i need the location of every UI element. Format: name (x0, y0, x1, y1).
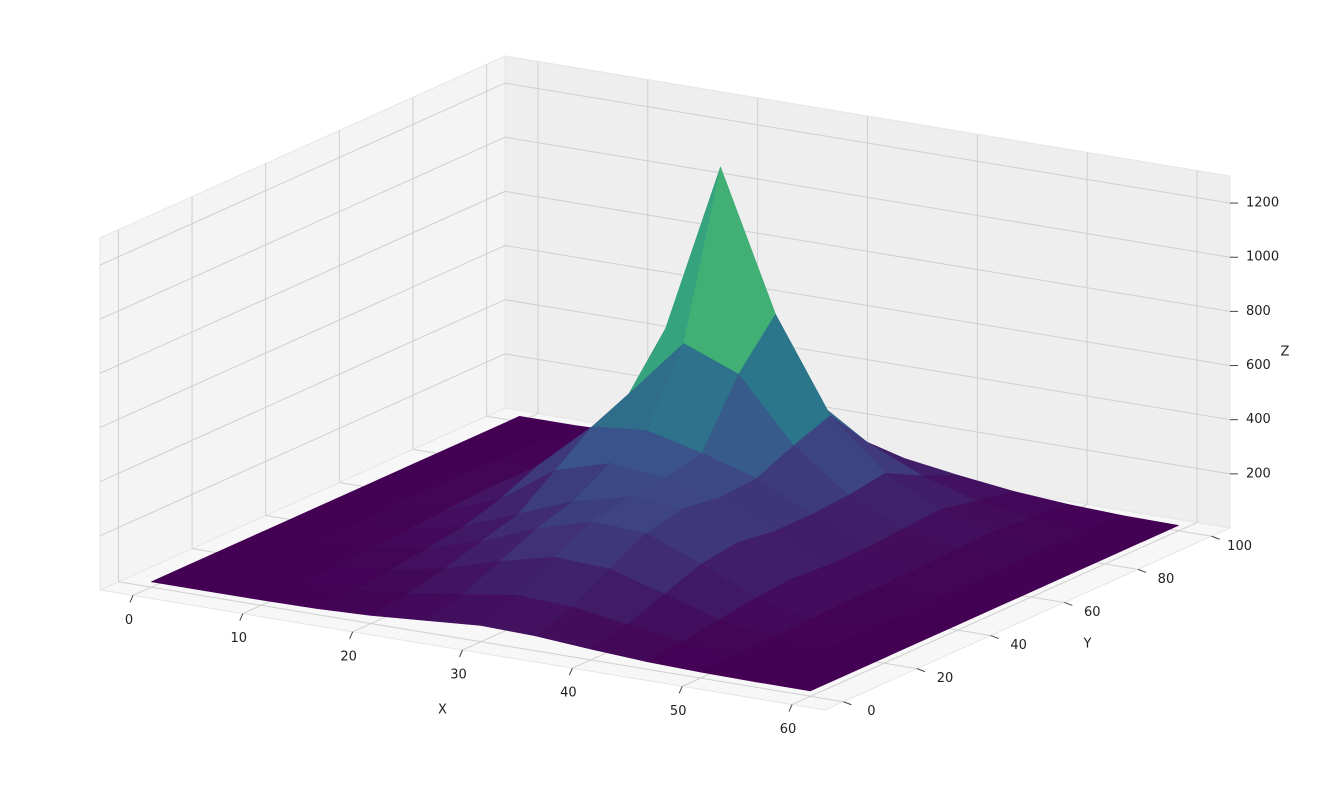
x-tick-label: 20 (340, 649, 357, 664)
y-tick (916, 668, 926, 673)
y-tick (1137, 568, 1147, 573)
grid-line (99, 245, 506, 428)
grid-line (504, 299, 1231, 421)
z-tick-label: 800 (1246, 304, 1271, 319)
grid-line (504, 190, 1231, 312)
y-tick-label: 100 (1227, 539, 1252, 554)
z-tick-label: 200 (1246, 466, 1271, 481)
y-axis-label: Y (1083, 637, 1092, 652)
grid-line (118, 581, 844, 703)
z-tick-label: 1200 (1246, 196, 1279, 211)
y-tick (1211, 535, 1220, 540)
x-tick (788, 704, 793, 712)
x-tick (459, 649, 463, 658)
y-tick (990, 635, 999, 640)
y-tick-label: 40 (1010, 638, 1027, 653)
x-tick-label: 60 (780, 722, 797, 737)
x-tick (349, 631, 354, 640)
x-tick-label: 50 (670, 704, 687, 719)
surface (151, 166, 1179, 692)
grid-line (99, 353, 506, 537)
x-tick-label: 30 (450, 668, 467, 683)
x-tick (239, 613, 244, 621)
grid-line (791, 522, 1198, 706)
x-tick (678, 686, 683, 694)
x-tick (568, 667, 573, 676)
y-tick (843, 701, 852, 706)
z-axis-label: Z (1281, 345, 1290, 360)
y-tick-label: 20 (937, 671, 954, 686)
grid-line (99, 190, 506, 374)
y-tick-label: 60 (1084, 605, 1101, 620)
x-tick (129, 595, 134, 603)
grid-line (504, 353, 1231, 475)
x-tick-label: 40 (560, 686, 577, 701)
z-tick-label: 1000 (1246, 250, 1279, 265)
x-tick-label: 10 (231, 631, 248, 646)
z-tick-label: 400 (1246, 412, 1271, 427)
y-tick (1064, 601, 1073, 606)
grid-line (99, 299, 506, 483)
y-tick-label: 0 (867, 704, 875, 719)
y-tick-label: 80 (1158, 572, 1175, 587)
grid-line (504, 82, 1231, 204)
labels: 0102030405060020406080100200400600800100… (125, 196, 1290, 737)
grid-line (504, 136, 1231, 258)
x-axis-label: X (438, 703, 447, 718)
x-tick-label: 0 (125, 613, 133, 628)
grid-line (99, 82, 506, 266)
surface-facet (755, 664, 848, 692)
z-tick-label: 600 (1246, 358, 1271, 373)
grid-line (99, 136, 506, 320)
grid-line (504, 245, 1231, 367)
